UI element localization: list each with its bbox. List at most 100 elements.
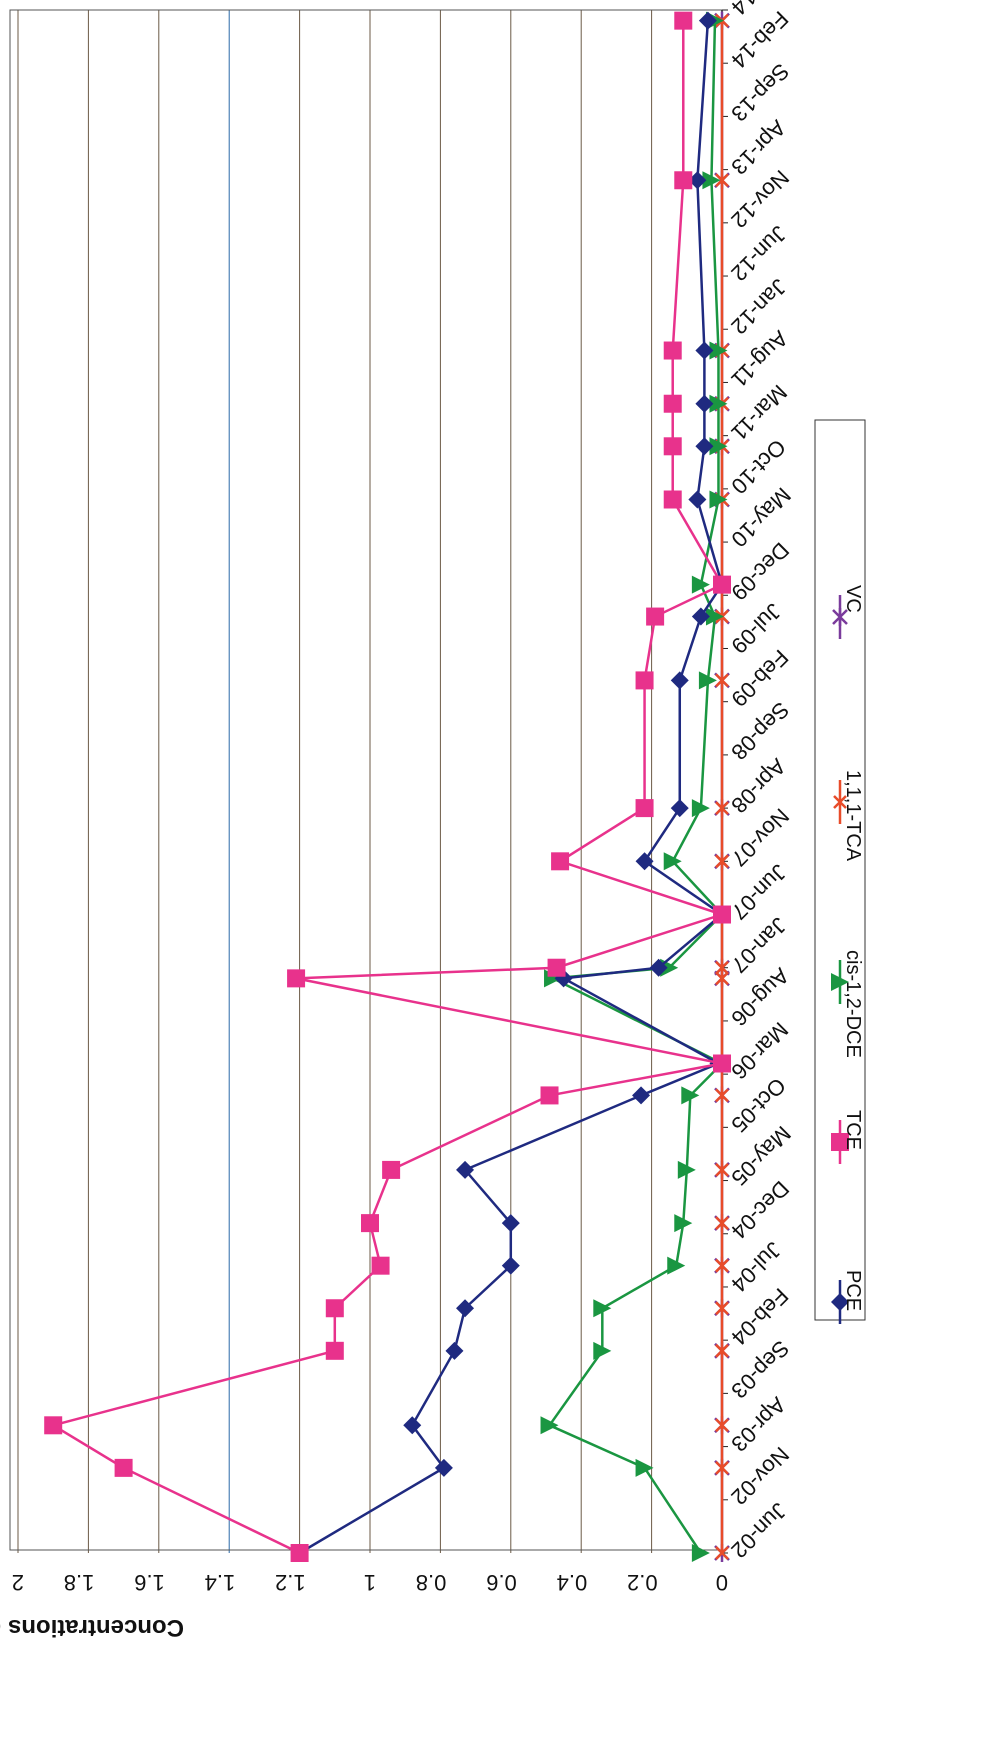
x-tick-label: Aug-06 xyxy=(726,963,794,1031)
x-tick-label: Mar-11 xyxy=(726,380,792,446)
data-point xyxy=(715,1258,729,1273)
x-tick-label: May-10 xyxy=(726,483,796,553)
data-point xyxy=(547,958,566,977)
data-point xyxy=(709,394,728,413)
x-tick-label: Dec-04 xyxy=(726,1176,794,1244)
data-point xyxy=(445,1341,464,1360)
data-point xyxy=(715,1418,729,1433)
data-point xyxy=(674,171,693,190)
x-tick-label: Feb-09 xyxy=(726,645,793,712)
x-tick-label: Jun-12 xyxy=(726,221,791,286)
data-point xyxy=(456,1160,475,1179)
grid-lines xyxy=(17,10,723,1553)
legend-swatch-marker xyxy=(832,608,848,626)
data-point xyxy=(325,1299,344,1318)
legend-label: VC xyxy=(842,585,864,613)
series-layer xyxy=(44,11,731,1562)
data-point xyxy=(501,1256,520,1275)
data-point xyxy=(713,905,731,924)
data-point xyxy=(715,1460,729,1475)
data-point xyxy=(695,437,714,456)
data-point xyxy=(593,1341,612,1360)
data-point xyxy=(635,671,654,690)
x-tick-label: Feb-04 xyxy=(726,1283,793,1350)
legend-label: cis-1,2-DCE xyxy=(842,950,864,1058)
series-cis-1,2-DCE xyxy=(540,11,731,1562)
data-point xyxy=(635,852,654,871)
legend-swatch-marker xyxy=(831,973,849,991)
x-tick-label: Aug-11 xyxy=(726,326,793,393)
data-point xyxy=(715,960,729,975)
data-point xyxy=(709,437,728,456)
x-tick-label: Jan-12 xyxy=(726,274,791,339)
data-point xyxy=(649,958,668,977)
data-point xyxy=(540,1086,559,1105)
data-point xyxy=(677,1160,696,1179)
data-point xyxy=(551,852,570,871)
data-point xyxy=(325,1341,344,1360)
data-point xyxy=(382,1160,401,1179)
data-point xyxy=(663,341,682,360)
y-tick-label: 2 xyxy=(12,1570,24,1595)
x-tick-label: Jun-02 xyxy=(726,1498,791,1563)
x-tick-label: Dec-09 xyxy=(726,537,794,605)
data-point xyxy=(635,799,654,818)
legend-label: PCE xyxy=(842,1270,864,1311)
data-point xyxy=(715,1301,729,1316)
data-point xyxy=(713,1054,731,1073)
data-point xyxy=(698,671,717,690)
data-point xyxy=(670,671,689,690)
data-point xyxy=(114,1458,133,1477)
data-point xyxy=(691,575,710,594)
y-tick-label: 0.2 xyxy=(627,1570,658,1595)
x-tick-label: Nov-02 xyxy=(726,1442,794,1510)
data-point xyxy=(715,1216,729,1231)
data-point xyxy=(715,173,729,188)
data-point xyxy=(715,1163,729,1177)
data-point xyxy=(691,799,710,818)
data-point xyxy=(715,673,729,688)
data-point xyxy=(715,1088,729,1103)
data-point xyxy=(371,1256,390,1275)
x-tick-label: May-05 xyxy=(726,1121,796,1191)
x-tick-label: Sep-08 xyxy=(726,697,794,765)
data-point xyxy=(709,341,728,360)
data-point xyxy=(691,1544,710,1562)
data-point xyxy=(663,394,682,413)
data-point xyxy=(698,11,717,30)
data-point xyxy=(44,1416,63,1435)
data-point xyxy=(688,490,707,509)
series-1,1,1-TCA xyxy=(715,13,729,1560)
x-tick-label: Feb-14 xyxy=(726,6,793,73)
data-point xyxy=(705,607,724,626)
y-tick-label: 1.8 xyxy=(64,1570,95,1595)
data-point xyxy=(593,1299,612,1318)
data-point xyxy=(290,1544,309,1562)
data-point xyxy=(434,1458,453,1477)
data-point xyxy=(667,1256,686,1275)
data-point xyxy=(702,171,721,190)
data-point xyxy=(695,394,714,413)
data-point xyxy=(688,171,707,190)
data-point xyxy=(635,1458,654,1477)
y-tick-label: 1.6 xyxy=(134,1570,165,1595)
legend-box xyxy=(814,419,866,1321)
legend-label: TCE xyxy=(842,1110,864,1150)
data-point xyxy=(632,1086,651,1105)
data-point xyxy=(540,1416,559,1435)
data-point xyxy=(501,1214,520,1233)
x-tick-label: Nov-12 xyxy=(726,165,794,233)
data-point xyxy=(691,607,710,626)
legend-label: 1,1,1-TCA xyxy=(842,770,864,862)
y-tick-label: 0.8 xyxy=(416,1570,447,1595)
y-tick-label: 1.4 xyxy=(205,1570,236,1595)
series-TCE xyxy=(44,11,731,1562)
y-tick-label: 1.2 xyxy=(275,1570,306,1595)
data-point xyxy=(674,11,693,30)
data-point xyxy=(715,854,729,869)
series-line xyxy=(50,20,727,1555)
data-point xyxy=(403,1416,422,1435)
data-point xyxy=(715,971,729,986)
